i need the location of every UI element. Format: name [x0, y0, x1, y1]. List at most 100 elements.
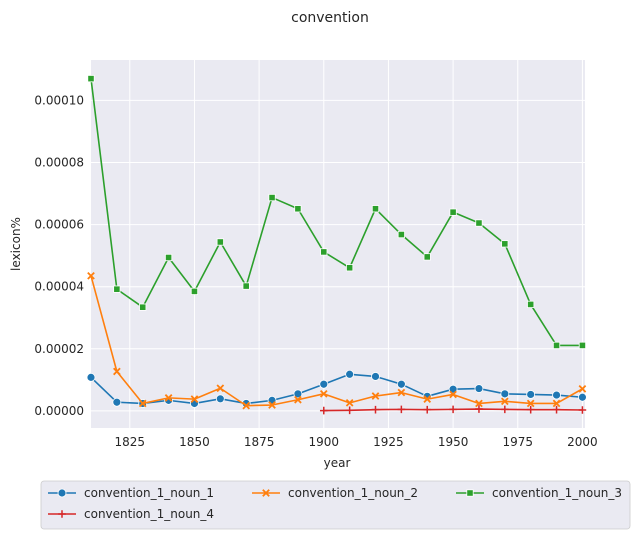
y-axis-ticks: 0.00000 0.00002 0.00004 0.00006 0.00008 0.000… [34, 93, 84, 418]
y-tick-label: 0.00004 [34, 280, 84, 294]
series-line [90, 275, 583, 407]
legend-label: convention_1_noun_2 [288, 486, 418, 500]
data-point [164, 394, 173, 402]
data-point [371, 405, 380, 414]
data-point [423, 405, 432, 414]
data-point [578, 385, 587, 393]
data-point [448, 384, 458, 394]
data-point [371, 392, 380, 400]
data-point [57, 488, 67, 498]
data-point [268, 401, 276, 409]
legend-item: convention_1_noun_2 [252, 486, 418, 500]
series-layer [86, 75, 587, 415]
chart-title: convention [291, 10, 369, 26]
data-point [552, 399, 561, 408]
y-tick-label: 0.00006 [34, 218, 84, 232]
data-point [319, 406, 328, 415]
legend-item: convention_1_noun_3 [456, 486, 622, 500]
data-point [475, 399, 483, 408]
data-point [190, 287, 199, 295]
data-point [216, 384, 225, 393]
data-point [501, 240, 509, 248]
data-point [58, 510, 66, 518]
data-point [268, 193, 276, 202]
plot-area [91, 60, 585, 428]
data-point [113, 285, 121, 293]
series-line [90, 78, 583, 347]
data-point [552, 341, 561, 349]
legend-label: convention_1_noun_1 [84, 486, 214, 500]
y-tick-label: 0.00010 [34, 93, 84, 107]
data-point [475, 405, 483, 413]
data-point [578, 392, 587, 402]
x-axis-label: year [324, 456, 351, 470]
data-point [501, 405, 509, 414]
data-point [346, 264, 354, 272]
data-point [242, 282, 250, 290]
data-point [345, 369, 355, 379]
series-convention_1_noun_3 [87, 75, 587, 349]
data-point [87, 75, 95, 83]
legend-label: convention_1_noun_3 [492, 486, 622, 500]
x-axis-ticks: 1825 1850 1875 1900 1925 1950 1975 2000 [115, 435, 598, 449]
data-point [293, 389, 303, 399]
data-point [578, 406, 587, 414]
x-tick-label: 1825 [115, 435, 146, 449]
data-point [526, 405, 535, 414]
data-point [262, 489, 270, 497]
data-point [345, 399, 354, 407]
data-point [371, 372, 380, 381]
data-point [396, 379, 406, 389]
data-point [527, 300, 535, 309]
data-point [242, 401, 251, 410]
data-point [294, 205, 302, 213]
x-tick-label: 1950 [438, 435, 469, 449]
data-point [319, 390, 328, 398]
data-point [215, 394, 225, 404]
data-point [466, 489, 474, 497]
legend-item: convention_1_noun_1 [48, 486, 214, 500]
x-tick-label: 1925 [373, 435, 404, 449]
data-point [87, 271, 95, 280]
data-point [113, 367, 121, 376]
series-convention_1_noun_2 [87, 271, 587, 410]
data-point [526, 399, 535, 408]
data-point [138, 399, 147, 408]
data-point [320, 248, 328, 256]
data-point [526, 390, 536, 399]
data-point [423, 395, 432, 403]
data-point [449, 208, 457, 216]
data-point [552, 390, 561, 400]
data-point [475, 219, 483, 227]
series-convention_1_noun_4 [319, 405, 587, 415]
data-point [552, 405, 561, 414]
data-point [294, 395, 302, 404]
x-tick-label: 1900 [309, 435, 340, 449]
data-point [500, 389, 510, 399]
grid-lines [91, 60, 585, 428]
legend-item: convention_1_noun_4 [48, 507, 214, 521]
data-point [578, 341, 587, 349]
data-point [397, 388, 406, 397]
x-tick-label: 1875 [244, 435, 275, 449]
data-point [449, 405, 457, 414]
y-tick-label: 0.00000 [34, 404, 84, 418]
data-point [474, 384, 484, 393]
data-point [345, 406, 354, 415]
y-tick-label: 0.00008 [34, 155, 84, 169]
data-point [449, 390, 457, 399]
legend: convention_1_noun_1 convention_1_noun_2 co… [40, 480, 631, 530]
x-tick-label: 1850 [179, 435, 210, 449]
x-tick-label: 1975 [502, 435, 533, 449]
data-point [112, 397, 122, 407]
x-tick-label: 2000 [567, 435, 598, 449]
data-point [397, 230, 405, 239]
data-point [216, 238, 224, 246]
data-point [86, 372, 96, 382]
y-tick-label: 0.00002 [34, 342, 84, 356]
data-point [397, 405, 406, 414]
y-axis-label: lexicon% [9, 217, 23, 271]
legend-label: convention_1_noun_4 [84, 507, 214, 521]
data-point [371, 205, 380, 213]
